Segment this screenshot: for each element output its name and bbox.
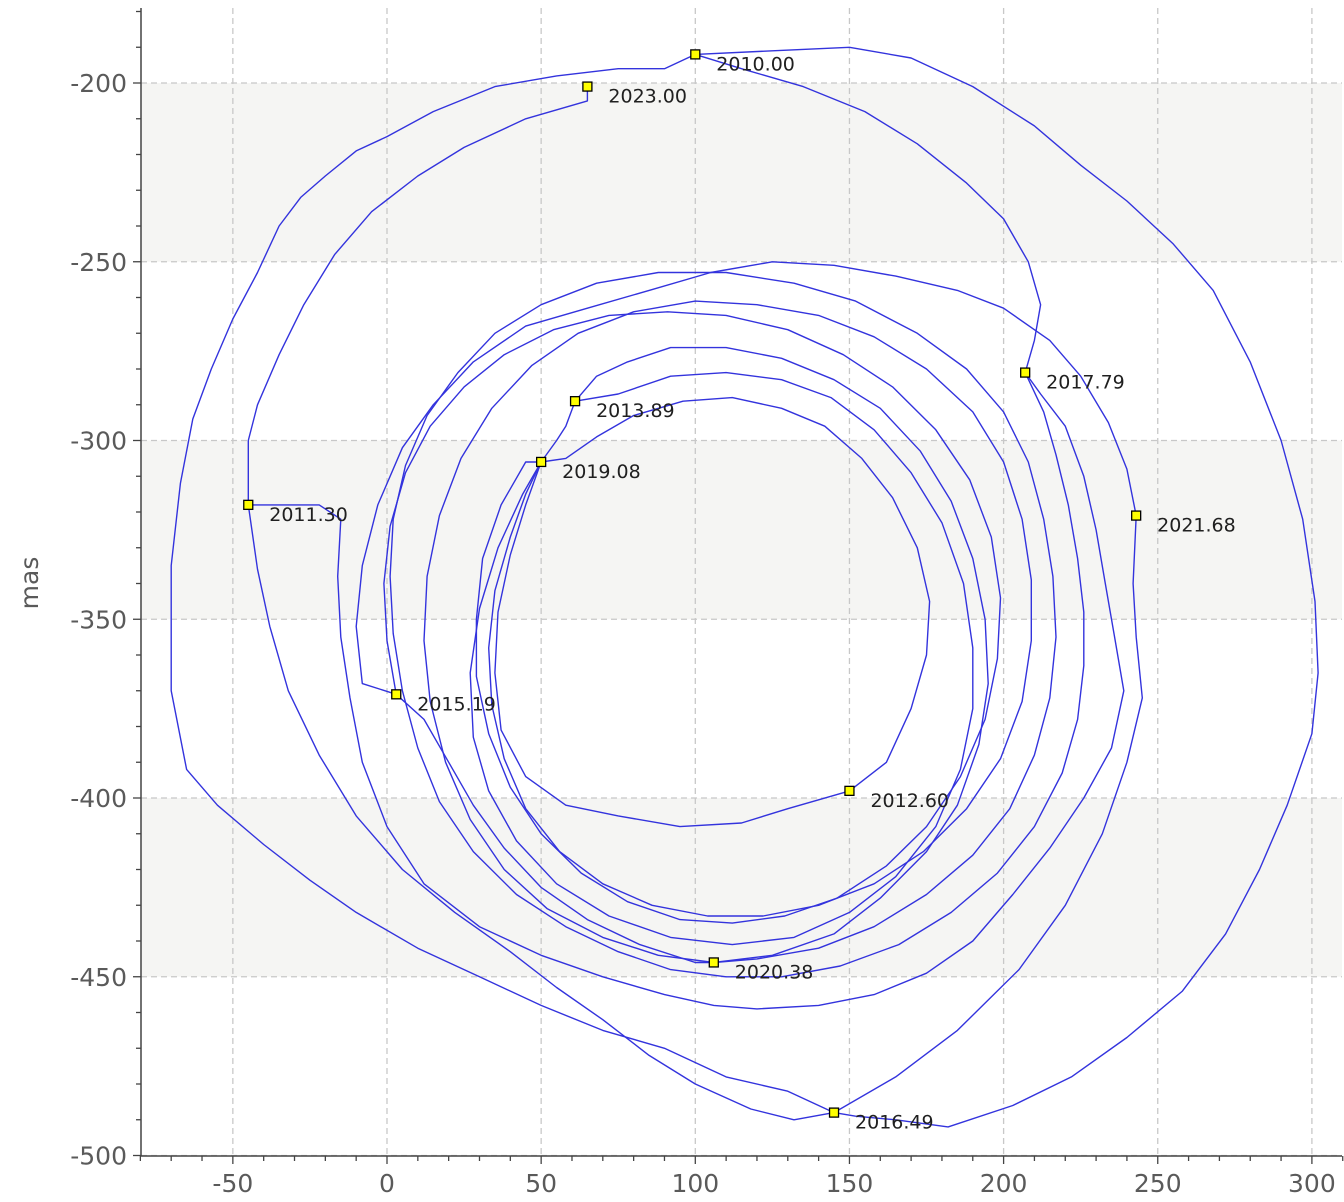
- y-tick-label: -300: [70, 427, 127, 456]
- series-line-7: [383, 311, 1002, 924]
- epoch-label: 2010.00: [716, 53, 795, 75]
- epoch-label: 2023.00: [608, 86, 687, 108]
- y-tick-label: -250: [70, 248, 127, 277]
- epoch-label: 2016.49: [855, 1112, 934, 1134]
- series-layer: [170, 46, 1319, 1128]
- epoch-marker: [243, 499, 254, 511]
- epoch-label: 2021.68: [1157, 515, 1236, 537]
- y-tick-label: -400: [70, 784, 127, 813]
- background-band: [141, 798, 1342, 977]
- epoch-label: 2013.89: [596, 400, 675, 422]
- epoch-marker: [391, 689, 402, 700]
- grid-lines: [141, 8, 1342, 1157]
- y-tick-label: -450: [70, 963, 127, 992]
- axes: -50 0 50 100 150 200 250 300-200-250-300-350-40…: [70, 8, 1344, 1198]
- epoch-label: 2015.19: [417, 693, 496, 715]
- marker-layer: [243, 49, 1142, 1118]
- x-tick-label: 50: [525, 1169, 557, 1198]
- epoch-marker: [582, 81, 593, 92]
- series-line-4: [469, 371, 974, 946]
- y-tick-label: -350: [70, 605, 127, 634]
- background-bands: [141, 83, 1342, 977]
- series-line-2: [247, 53, 1125, 1010]
- y-tick-label: -200: [70, 69, 127, 98]
- label-layer: 2010.00 2023.00 2011.30 2017.79 2021.68 2013.…: [269, 53, 1235, 1133]
- x-tick-label: -50: [212, 1169, 253, 1198]
- epoch-marker: [690, 49, 701, 60]
- background-band: [141, 83, 1342, 262]
- series-line-6: [423, 300, 1032, 964]
- x-tick-label: 100: [671, 1169, 719, 1198]
- epoch-marker: [569, 396, 581, 407]
- background-band: [141, 440, 1342, 620]
- epoch-label: 2017.79: [1046, 372, 1125, 394]
- epoch-label: 2011.30: [269, 504, 348, 526]
- x-tick-label: 300: [1288, 1169, 1336, 1198]
- epoch-label: 2012.60: [870, 790, 949, 812]
- y-axis-title: mas: [15, 557, 44, 610]
- x-tick-label: 150: [826, 1169, 874, 1198]
- epoch-marker: [536, 456, 547, 468]
- x-tick-label: 250: [1134, 1169, 1182, 1198]
- epoch-marker: [1020, 367, 1031, 378]
- x-tick-label: 0: [379, 1169, 395, 1198]
- epoch-label: 2020.38: [735, 961, 814, 983]
- epoch-marker: [1131, 510, 1142, 521]
- epoch-marker: [708, 957, 719, 968]
- series-line-5: [389, 271, 1085, 978]
- epoch-label: 2019.08: [562, 461, 641, 483]
- epoch-marker: [844, 785, 855, 796]
- y-tick-label: -500: [70, 1142, 127, 1171]
- series-line-1: [170, 46, 1319, 1128]
- x-tick-label: 200: [980, 1169, 1028, 1198]
- series-line-3: [247, 261, 1143, 1121]
- epoch-marker: [828, 1107, 840, 1118]
